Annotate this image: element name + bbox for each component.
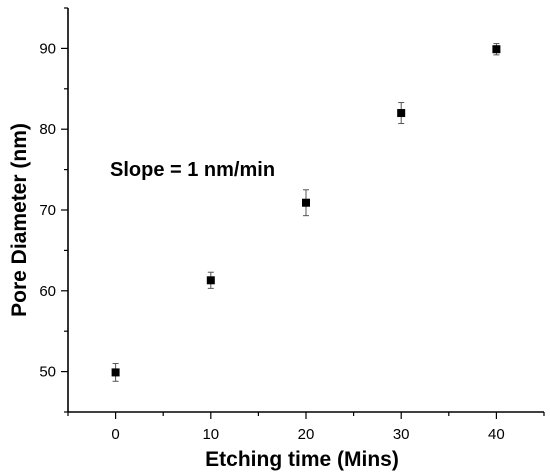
data-points: [111, 45, 501, 377]
y-tick-label: 70: [39, 202, 56, 219]
y-axis-label: Pore Diameter (nm): [8, 123, 31, 317]
data-point: [206, 276, 215, 285]
data-point: [397, 109, 406, 118]
x-tick-label: 40: [488, 426, 505, 443]
x-tick-label: 10: [202, 426, 219, 443]
y-tick-label: 50: [39, 364, 56, 381]
y-tick-label: 90: [39, 40, 56, 57]
error-bars: [112, 43, 500, 382]
slope-annotation: Slope = 1 nm/min: [110, 159, 275, 181]
y-tick-label: 80: [39, 121, 56, 138]
x-tick-label: 30: [393, 426, 410, 443]
x-tick-label: 0: [111, 426, 119, 443]
x-axis-label: Etching time (Mins): [205, 448, 399, 471]
data-point: [111, 368, 120, 377]
y-tick-label: 60: [39, 283, 56, 300]
data-point: [492, 45, 501, 54]
x-tick-label: 20: [298, 426, 315, 443]
data-point: [302, 198, 310, 207]
axes: 0 10 20 30 40 50 60 70 80 90: [39, 7, 545, 443]
